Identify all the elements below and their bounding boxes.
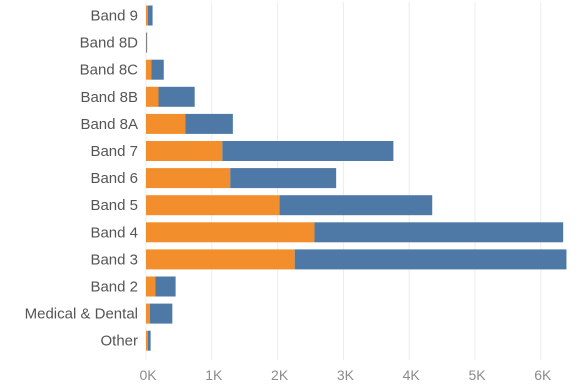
bar-segment-series-0 — [146, 330, 148, 351]
bar-segment-series-1 — [279, 195, 433, 216]
category-label: Band 7 — [90, 143, 138, 160]
bar-segment-series-0 — [146, 168, 231, 189]
bar-segment-series-0 — [146, 141, 223, 161]
bar-segment-series-1 — [314, 222, 564, 243]
bar-segment-series-1 — [149, 303, 173, 324]
category-label: Band 5 — [90, 197, 138, 214]
bar-segment-series-0 — [146, 86, 159, 107]
category-label: Band 2 — [90, 279, 138, 296]
bar-segment-series-0 — [146, 113, 186, 134]
x-tick-label: 0K — [139, 367, 157, 383]
category-label: Band 9 — [90, 8, 138, 25]
bar-segment-series-1 — [146, 32, 148, 53]
bar-segment-series-0 — [146, 249, 295, 270]
x-tick-label: 4K — [403, 367, 421, 383]
bar-segment-series-1 — [158, 86, 195, 107]
bar-segment-series-1 — [294, 249, 567, 270]
category-label: Band 6 — [90, 170, 138, 187]
x-tick-label: 1K — [205, 367, 223, 383]
bar-segment-series-0 — [146, 276, 156, 297]
bar-segment-series-0 — [146, 303, 150, 324]
bar-segment-series-1 — [147, 330, 151, 351]
bar-segment-series-1 — [222, 141, 394, 161]
bar-segment-series-1 — [151, 59, 164, 80]
category-label: Band 3 — [90, 251, 138, 268]
category-label: Band 4 — [90, 224, 138, 241]
category-label: Band 8B — [80, 89, 138, 106]
bar-segment-series-1 — [155, 276, 176, 297]
category-labels: Band 9 Band 8D Band 8C Band 8B Band 8A Band 7… — [25, 8, 139, 350]
bar-segment-series-0 — [146, 59, 152, 80]
bar-segment-series-1 — [147, 5, 153, 26]
bar-segment-series-0 — [146, 5, 148, 26]
x-tick-label: 6K — [534, 367, 552, 383]
bar-segment-series-0 — [146, 222, 315, 243]
bar-segment-series-1 — [185, 113, 233, 134]
category-label: Band 8A — [80, 116, 138, 133]
category-label: Other — [100, 333, 138, 350]
category-label: Band 8C — [80, 62, 139, 79]
x-tick-label: 2K — [271, 367, 289, 383]
x-axis-ticks: 0K 1K 2K 3K 4K 5K 6K — [139, 367, 552, 383]
bar-segment-series-0 — [146, 195, 280, 216]
x-tick-label: 5K — [468, 367, 486, 383]
bars — [146, 5, 567, 351]
category-label: Medical & Dental — [25, 306, 138, 323]
category-label: Band 8D — [80, 35, 139, 52]
x-tick-label: 3K — [337, 367, 355, 383]
bar-segment-series-1 — [230, 168, 337, 189]
